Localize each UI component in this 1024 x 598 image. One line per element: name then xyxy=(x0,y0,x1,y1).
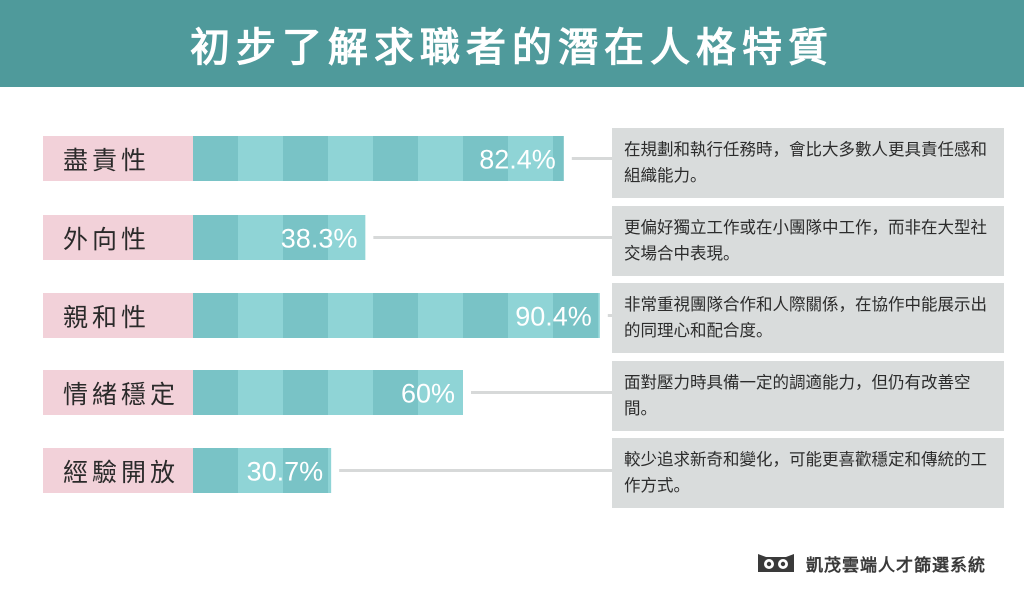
category-label: 盡責性 xyxy=(43,136,193,181)
bar-segment xyxy=(193,448,238,493)
value-label: 60% xyxy=(401,379,455,409)
bar xyxy=(193,136,564,181)
page-title: 初步了解求職者的潛在人格特質 xyxy=(190,24,834,71)
category-label: 外向性 xyxy=(43,215,193,260)
bar-segment xyxy=(283,136,328,181)
bar-segment xyxy=(193,370,238,415)
category-label: 親和性 xyxy=(43,293,193,338)
bar-segment xyxy=(328,370,373,415)
bar-segment xyxy=(328,136,373,181)
bar-segment xyxy=(328,215,366,260)
bar-segment xyxy=(553,293,598,338)
bar-segment xyxy=(283,215,328,260)
value-label: 82.4% xyxy=(479,145,556,175)
bar-segment xyxy=(283,370,328,415)
bar-segment xyxy=(463,293,508,338)
bar-segment xyxy=(238,448,283,493)
bar-segment xyxy=(463,136,508,181)
bar-segment xyxy=(193,293,238,338)
description-box: 面對壓力時具備一定的調適能力，但仍有改善空間。 xyxy=(612,361,1004,431)
bar xyxy=(193,370,463,415)
description-box: 較少追求新奇和變化，可能更喜歡穩定和傳統的工作方式。 xyxy=(612,438,1004,508)
bar xyxy=(193,293,600,338)
bar-segment xyxy=(238,370,283,415)
bar-segment xyxy=(283,448,328,493)
bar-segment xyxy=(508,293,553,338)
bar-segment xyxy=(373,136,418,181)
bar-segment xyxy=(238,136,283,181)
bar-segment xyxy=(553,136,564,181)
bar-segment xyxy=(193,136,238,181)
category-label: 情緒穩定 xyxy=(43,370,193,415)
description-box: 非常重視團隊合作和人際關係，在協作中能展示出的同理心和配合度。 xyxy=(612,283,1004,353)
bar-segment xyxy=(373,370,418,415)
bar-segment xyxy=(598,293,600,338)
header-banner: 初步了解求職者的潛在人格特質 xyxy=(0,0,1024,87)
description-box: 在規劃和執行任務時，會比大多數人更具責任感和組織能力。 xyxy=(612,128,1004,198)
bar-segment xyxy=(238,293,283,338)
bar-segment xyxy=(328,293,373,338)
bar-segment xyxy=(373,293,418,338)
brand-name: 凱茂雲端人才篩選系統 xyxy=(806,555,986,576)
owl-icon xyxy=(758,554,794,572)
bar xyxy=(193,215,366,260)
bar-segment xyxy=(238,215,283,260)
value-label: 90.4% xyxy=(515,302,592,332)
bar-segment xyxy=(328,448,332,493)
bar-segment xyxy=(418,370,463,415)
value-label: 30.7% xyxy=(247,457,324,487)
bar-segment xyxy=(508,136,553,181)
value-label: 38.3% xyxy=(281,224,358,254)
bar-segment xyxy=(418,293,463,338)
bar-segment xyxy=(283,293,328,338)
category-label: 經驗開放 xyxy=(43,448,193,493)
bar-segment xyxy=(193,215,238,260)
bar-segment xyxy=(418,136,463,181)
description-box: 更偏好獨立工作或在小團隊中工作，而非在大型社交場合中表現。 xyxy=(612,206,1004,276)
bar xyxy=(193,448,332,493)
brand-footer: 凱茂雲端人才篩選系統 xyxy=(756,548,986,578)
